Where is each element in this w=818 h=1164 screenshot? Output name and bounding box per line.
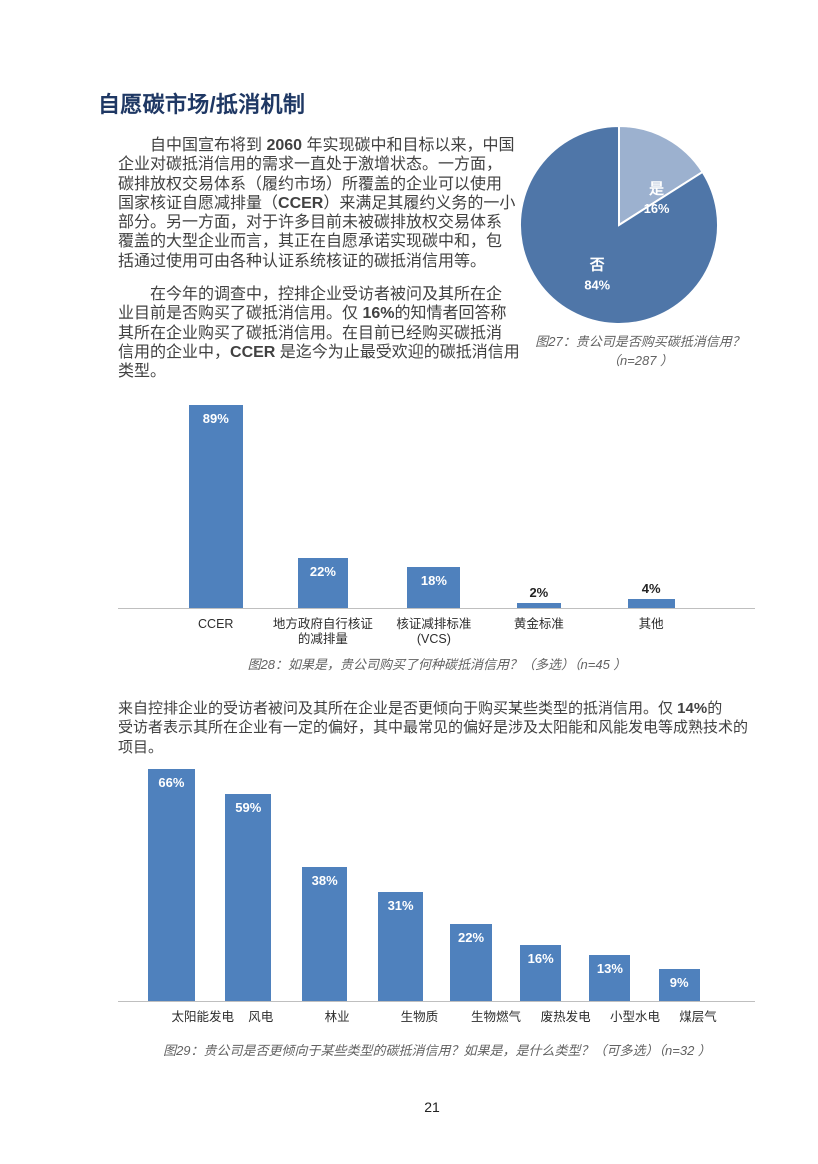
svg-text:是: 是 [648,180,664,197]
svg-text:16%: 16% [644,201,670,216]
svg-text:84%: 84% [584,277,610,292]
svg-text:否: 否 [589,257,605,274]
